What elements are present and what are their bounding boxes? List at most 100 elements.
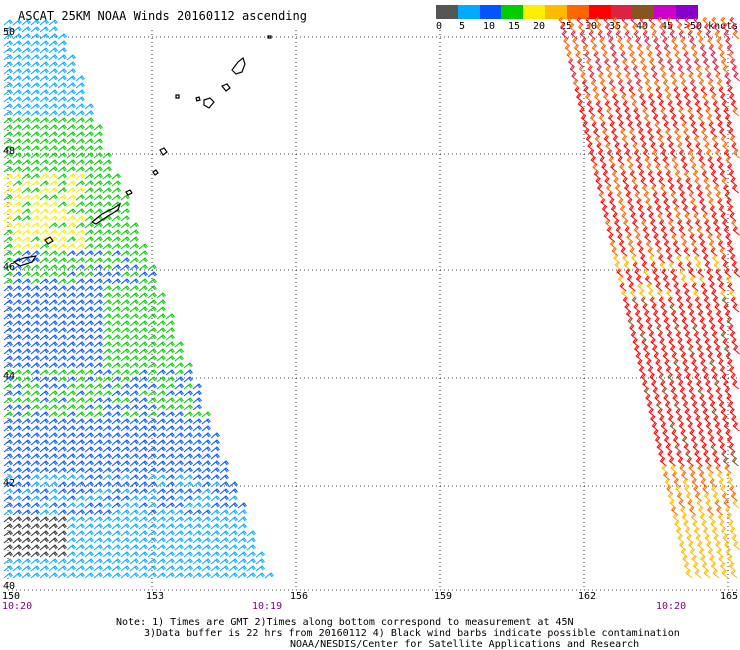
wind-barb	[674, 366, 682, 376]
wind-barb	[48, 89, 58, 96]
wind-barb	[111, 453, 121, 460]
wind-barb	[174, 523, 184, 530]
wind-barb	[711, 289, 719, 299]
wind-barb	[662, 352, 670, 362]
wind-barb	[621, 289, 629, 299]
wind-barb	[39, 565, 49, 572]
wind-barb	[156, 320, 166, 327]
wind-barb	[156, 446, 166, 453]
wind-barb	[3, 348, 13, 355]
wind-barb	[662, 275, 670, 285]
wind-barb	[692, 170, 700, 180]
wind-barb	[3, 187, 13, 194]
wind-barb	[93, 390, 103, 397]
wind-barb	[75, 117, 85, 124]
wind-barb	[165, 565, 175, 572]
wind-barb	[12, 54, 22, 61]
wind-barb	[129, 404, 139, 411]
wind-barb	[3, 558, 13, 565]
wind-barb	[12, 292, 22, 299]
wind-barb	[48, 460, 58, 467]
wind-barb	[657, 212, 665, 222]
wind-barb	[681, 436, 689, 446]
wind-barb	[120, 369, 130, 376]
wind-barb	[147, 264, 157, 271]
wind-barb	[691, 555, 699, 565]
wind-barb	[731, 184, 739, 194]
wind-barb	[606, 226, 614, 236]
wind-barb	[682, 86, 690, 96]
wind-barb	[120, 250, 130, 257]
wind-barb	[48, 229, 58, 236]
wind-barb	[48, 516, 58, 523]
wind-barb	[120, 222, 130, 229]
wind-barb	[658, 450, 666, 460]
wind-barb	[156, 467, 166, 474]
wind-barb	[670, 114, 678, 124]
wind-barb	[21, 180, 31, 187]
wind-barb	[174, 397, 184, 404]
wind-barb	[719, 170, 727, 180]
wind-barb	[615, 107, 623, 117]
wind-barb	[628, 163, 636, 173]
wind-barb	[693, 485, 701, 495]
wind-barb	[629, 51, 637, 61]
wind-barb	[111, 341, 121, 348]
wind-barb	[75, 124, 85, 131]
wind-barb	[704, 142, 712, 152]
wind-barb	[682, 478, 690, 488]
wind-barb	[48, 180, 58, 187]
wind-barb	[210, 523, 220, 530]
wind-barb	[21, 166, 31, 173]
wind-barb	[174, 558, 184, 565]
wind-barb	[706, 310, 714, 320]
wind-barb	[688, 268, 696, 278]
wind-barb	[93, 397, 103, 404]
wind-barb	[635, 275, 643, 285]
wind-barb	[679, 310, 687, 320]
wind-barb	[93, 439, 103, 446]
wind-barb	[93, 327, 103, 334]
wind-barb	[228, 558, 238, 565]
wind-barb	[93, 159, 103, 166]
wind-barb	[586, 100, 594, 110]
wind-barb	[663, 436, 671, 446]
wind-barb	[48, 572, 58, 579]
wind-barb	[675, 16, 683, 26]
wind-barb	[84, 376, 94, 383]
wind-barb	[102, 425, 112, 432]
wind-barb	[84, 439, 94, 446]
wind-barb	[12, 215, 22, 222]
wind-barb	[57, 124, 67, 131]
wind-barb	[84, 243, 94, 250]
wind-barb	[684, 16, 692, 26]
wind-barb	[57, 411, 67, 418]
wind-barb	[183, 565, 193, 572]
wind-barb	[48, 173, 58, 180]
wind-barb	[102, 236, 112, 243]
wind-barb	[637, 205, 645, 215]
wind-barb	[581, 79, 589, 89]
wind-barb	[665, 443, 673, 453]
wind-barb	[48, 33, 58, 40]
wind-barb	[711, 527, 719, 537]
wind-barb	[709, 282, 717, 292]
wind-barb	[629, 247, 637, 257]
wind-barb	[111, 243, 121, 250]
wind-barb	[724, 72, 732, 82]
wind-barb	[57, 75, 67, 82]
wind-barb	[120, 215, 130, 222]
wind-barb	[48, 565, 58, 572]
swath-time-right: 10:20	[656, 601, 687, 612]
wind-barb	[688, 464, 696, 474]
wind-barb	[30, 236, 40, 243]
wind-barb	[695, 338, 703, 348]
wind-barb	[174, 572, 184, 579]
wind-barb	[30, 411, 40, 418]
wind-barb	[21, 481, 31, 488]
wind-barb	[66, 474, 76, 481]
wind-barb	[75, 103, 85, 110]
wind-barb	[612, 16, 620, 26]
wind-barb	[138, 271, 148, 278]
wind-barb	[597, 30, 605, 40]
